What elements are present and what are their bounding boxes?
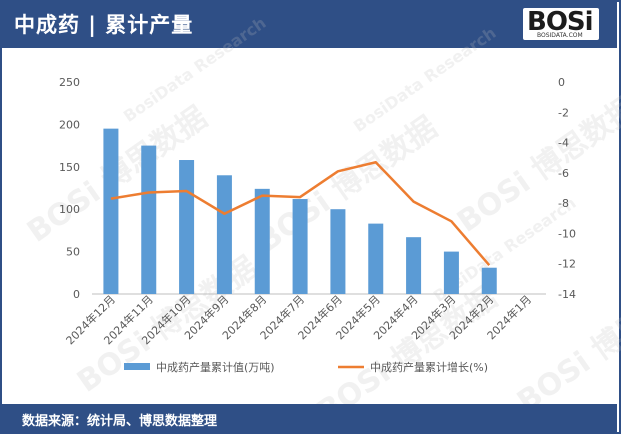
bar: [216, 175, 232, 294]
footer-bar: 数据来源：统计局、博思数据整理: [0, 404, 617, 434]
growth-line: [110, 161, 491, 267]
bar: [406, 237, 422, 294]
y-right-tick-label: -6: [558, 167, 569, 180]
header-bar: 中成药 | 累计产量 BOSi BOSIDATA.COM: [0, 0, 617, 48]
y-left-tick-label: 200: [59, 118, 80, 131]
y-right-tick-label: 0: [558, 76, 565, 89]
y-left-tick-label: 250: [59, 76, 80, 89]
legend-bar-swatch: [124, 363, 150, 370]
bar: [179, 160, 195, 294]
bosi-logo: BOSi BOSIDATA.COM: [523, 7, 599, 40]
bar: [443, 251, 459, 294]
bar: [103, 128, 119, 294]
y-right-tick-label: -8: [558, 197, 569, 210]
y-left-tick-label: 0: [73, 288, 80, 301]
y-left-tick-label: 150: [59, 161, 80, 174]
y-left-tick-label: 50: [66, 246, 80, 259]
legend-bar-label: 中成药产量累计值(万吨): [156, 360, 275, 374]
y-right-tick-label: -14: [558, 288, 576, 301]
y-right-tick-label: -12: [558, 258, 576, 271]
y-right-tick-label: -4: [558, 137, 569, 150]
bar: [254, 188, 270, 294]
logo-subtext: BOSIDATA.COM: [537, 32, 583, 39]
bar: [330, 209, 346, 294]
bar: [141, 145, 157, 294]
bar: [481, 267, 497, 294]
bar: [292, 199, 308, 294]
legend-line-label: 中成药产量累计增长(%): [370, 360, 488, 374]
data-source: 数据来源：统计局、博思数据整理: [22, 414, 218, 429]
bar: [368, 223, 384, 294]
page-title: 中成药 | 累计产量: [14, 13, 194, 37]
y-left-tick-label: 100: [59, 203, 80, 216]
logo-text: BOSi: [527, 7, 594, 37]
y-right-tick-label: -10: [558, 227, 576, 240]
y-right-tick-label: -2: [558, 106, 569, 119]
